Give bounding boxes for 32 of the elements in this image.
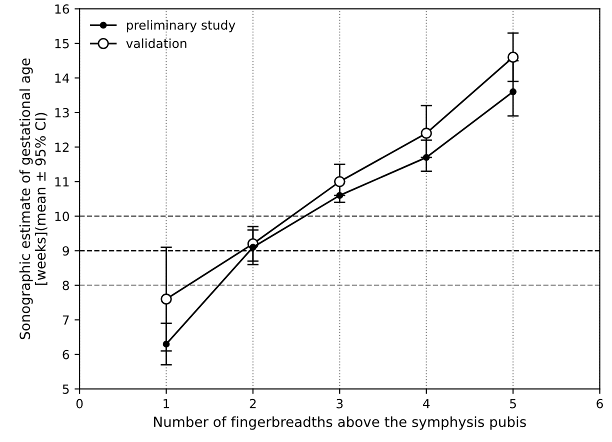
y-tick-label: 14 — [55, 74, 70, 83]
y-tick-label: 13 — [55, 108, 69, 118]
y-tick-label: 12 — [55, 142, 69, 152]
y-tick-label: 10 — [55, 212, 70, 222]
point — [249, 244, 256, 251]
point — [420, 128, 432, 139]
y-tick-label: 7 — [62, 315, 69, 325]
x-tick-label: 1 — [164, 399, 170, 408]
x-tick-label: 4 — [422, 399, 430, 408]
point — [334, 176, 346, 188]
point — [160, 294, 172, 305]
y-axis-title: Sonographic estimate of gestational age [weeks](mean ± 95% CI) — [19, 58, 48, 340]
point — [422, 154, 430, 161]
y-tick-label: 9 — [62, 246, 69, 256]
x-tick-label: 6 — [596, 398, 603, 408]
point — [510, 88, 517, 96]
x-tick-label: 5 — [510, 399, 516, 408]
x-tick-label: 3 — [336, 398, 343, 408]
legend-label: preliminary study — [126, 20, 236, 32]
y-tick-label: 8 — [62, 280, 69, 290]
legend-label: validation — [126, 38, 186, 48]
x-tick-label: 0 — [76, 398, 83, 408]
x-tick-label: 2 — [250, 398, 256, 408]
point — [336, 192, 344, 199]
y-tick-label: 15 — [55, 39, 69, 48]
y-tick-label: 5 — [62, 384, 69, 394]
y-tick-label: 6 — [62, 350, 70, 360]
point — [162, 340, 170, 348]
point — [508, 52, 519, 63]
x-axis-title: Number of fingerbreadths above the symphysis pubis — [154, 416, 526, 430]
y-tick-label: 16 — [55, 4, 70, 14]
y-tick-label: 11 — [55, 177, 69, 186]
